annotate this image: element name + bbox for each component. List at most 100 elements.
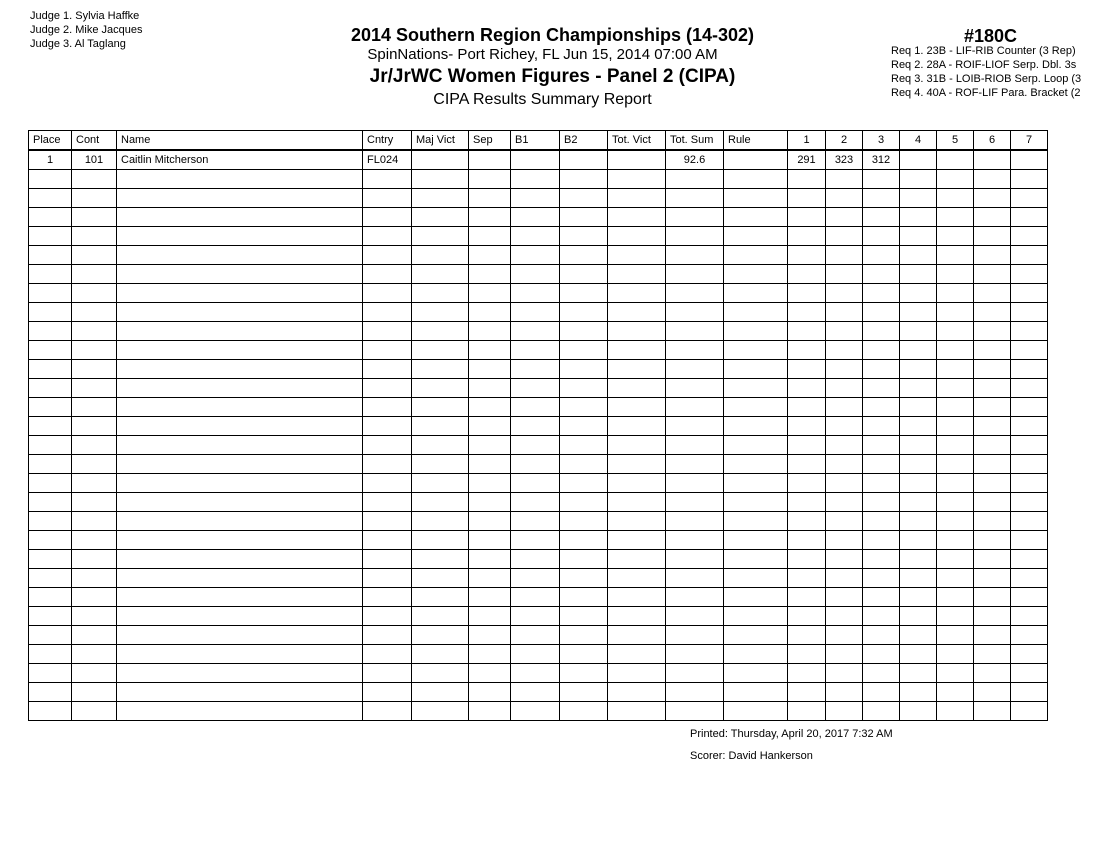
table-cell [723, 568, 788, 588]
table-cell [723, 663, 788, 683]
table-row [28, 321, 1048, 341]
table-cell [28, 378, 72, 398]
table-cell [362, 663, 412, 683]
table-cell [607, 245, 666, 265]
table-cell [510, 188, 560, 208]
table-cell [607, 473, 666, 493]
column-header: 7 [1010, 130, 1048, 151]
table-cell [607, 530, 666, 550]
table-cell [559, 701, 608, 721]
table-cell [936, 701, 974, 721]
table-cell [1010, 245, 1048, 265]
table-cell [862, 397, 900, 417]
table-cell [723, 264, 788, 284]
table-cell [825, 549, 863, 569]
table-cell [411, 149, 469, 170]
table-cell [362, 416, 412, 436]
table-cell [1010, 378, 1048, 398]
table-cell [559, 245, 608, 265]
table-cell [116, 492, 363, 512]
table-cell [1010, 682, 1048, 702]
table-cell [973, 492, 1011, 512]
table-cell [607, 701, 666, 721]
table-cell [607, 302, 666, 322]
table-cell [411, 682, 469, 702]
table-cell [559, 568, 608, 588]
table-cell [665, 625, 724, 645]
table-cell [936, 302, 974, 322]
table-row [28, 416, 1048, 436]
table-cell [1010, 644, 1048, 664]
table-cell [899, 149, 937, 170]
table-cell [973, 397, 1011, 417]
table-cell [665, 188, 724, 208]
table-cell [116, 663, 363, 683]
table-cell [510, 359, 560, 379]
table-cell [1010, 549, 1048, 569]
table-cell [825, 625, 863, 645]
table-cell [665, 492, 724, 512]
table-cell [825, 283, 863, 303]
table-cell [559, 188, 608, 208]
table-cell [607, 149, 666, 170]
table-cell [973, 549, 1011, 569]
table-cell [862, 416, 900, 436]
table-cell [28, 340, 72, 360]
table-cell [899, 492, 937, 512]
table-cell [862, 245, 900, 265]
column-header: 5 [936, 130, 974, 151]
table-row [28, 644, 1048, 664]
table-cell [665, 701, 724, 721]
table-row [28, 378, 1048, 398]
table-cell [362, 359, 412, 379]
judge-2: Judge 2. Mike Jacques [30, 24, 143, 36]
table-cell [825, 397, 863, 417]
table-cell [28, 625, 72, 645]
table-cell [116, 397, 363, 417]
table-cell [862, 549, 900, 569]
table-cell [559, 169, 608, 189]
table-cell [607, 169, 666, 189]
requirements-list: Req 1. 23B - LIF-RIB Counter (3 Rep) Req… [891, 44, 1081, 100]
table-cell [899, 226, 937, 246]
table-cell [723, 397, 788, 417]
table-cell [411, 492, 469, 512]
table-cell [607, 511, 666, 531]
table-cell [71, 454, 117, 474]
table-cell [71, 682, 117, 702]
table-cell [559, 264, 608, 284]
table-cell [411, 397, 469, 417]
table-cell [28, 701, 72, 721]
table-cell [71, 340, 117, 360]
table-cell [28, 169, 72, 189]
table-cell [665, 302, 724, 322]
table-cell [607, 416, 666, 436]
table-cell [973, 264, 1011, 284]
table-row [28, 492, 1048, 512]
table-cell [411, 169, 469, 189]
table-row [28, 359, 1048, 379]
table-cell [973, 359, 1011, 379]
table-cell [510, 302, 560, 322]
table-cell [510, 283, 560, 303]
table-cell [116, 549, 363, 569]
table-cell [362, 682, 412, 702]
table-cell [1010, 587, 1048, 607]
table-cell [899, 701, 937, 721]
table-cell [510, 416, 560, 436]
column-header: Maj Vict [411, 130, 469, 151]
table-cell [362, 302, 412, 322]
table-cell [116, 587, 363, 607]
table-cell [510, 530, 560, 550]
table-cell: 92.6 [665, 149, 724, 170]
table-cell [559, 321, 608, 341]
column-header: Cont [71, 130, 117, 151]
table-cell [787, 264, 826, 284]
table-cell [468, 283, 511, 303]
table-cell [559, 606, 608, 626]
table-cell [559, 340, 608, 360]
table-cell [899, 283, 937, 303]
table-cell [116, 359, 363, 379]
table-cell [787, 701, 826, 721]
table-cell [28, 245, 72, 265]
